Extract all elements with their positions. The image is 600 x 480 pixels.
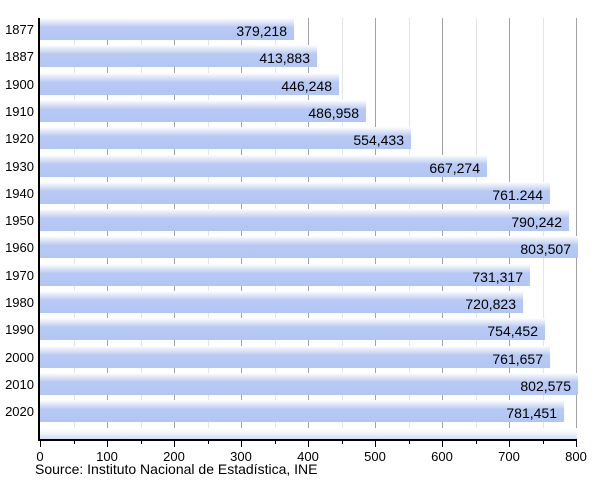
bar-value-label: 667,274 (429, 160, 480, 176)
year-label-1960: 1960 (5, 239, 34, 255)
bar-value-label: 754,452 (487, 323, 538, 339)
bar-value-label: 486,958 (308, 105, 359, 121)
major-tick (107, 441, 108, 447)
minor-tick (543, 441, 544, 444)
plot-bottom-strip (40, 428, 577, 440)
bar-1900: 446,248 (40, 73, 339, 95)
x-tick-label-500: 500 (364, 449, 386, 464)
minor-tick (208, 441, 209, 444)
major-tick (442, 441, 443, 447)
year-label-1990: 1990 (5, 321, 34, 337)
bar-value-label: 790,242 (511, 214, 562, 230)
x-tick-label-300: 300 (230, 449, 252, 464)
bar-value-label: 781,451 (506, 405, 557, 421)
bar-value-label: 803,507 (520, 241, 571, 257)
year-label-2010: 2010 (5, 376, 34, 392)
year-label-1910: 1910 (5, 103, 34, 119)
year-label-1920: 1920 (5, 130, 34, 146)
bar-1950: 790,242 (40, 209, 569, 231)
y-axis-line (38, 18, 40, 441)
bar-value-label: 554,433 (353, 132, 404, 148)
bar-value-label: 446,248 (281, 78, 332, 94)
year-label-2000: 2000 (5, 349, 34, 365)
x-axis-line (38, 439, 577, 441)
bar-1970: 731,317 (40, 264, 530, 286)
bar-2020: 781,451 (40, 400, 564, 422)
bar-2000: 761,657 (40, 346, 550, 368)
bar-1920: 554,433 (40, 127, 411, 149)
minor-tick (342, 441, 343, 444)
bar-value-label: 413,883 (259, 50, 310, 66)
major-tick (308, 441, 309, 447)
minor-tick (74, 441, 75, 444)
major-tick (375, 441, 376, 447)
bar-1980: 720,823 (40, 291, 523, 313)
bar-value-label: 761,657 (492, 351, 543, 367)
x-tick-label-800: 800 (565, 449, 587, 464)
source-caption: Source: Instituto Nacional de Estadístic… (35, 461, 318, 477)
bar-1930: 667,274 (40, 155, 487, 177)
year-label-1930: 1930 (5, 158, 34, 174)
x-tick-label-0: 0 (36, 449, 44, 464)
bar-value-label: 379,218 (236, 23, 287, 39)
bar-1960: 803,507 (40, 236, 578, 258)
year-label-2020: 2020 (5, 403, 34, 419)
year-label-1980: 1980 (5, 294, 34, 310)
bar-2010: 802,575 (40, 373, 578, 395)
bar-value-label: 761.244 (492, 187, 543, 203)
bar-value-label: 802,575 (520, 378, 571, 394)
bar-value-label: 720,823 (465, 296, 516, 312)
major-tick (40, 441, 41, 447)
major-tick (509, 441, 510, 447)
x-tick-label-400: 400 (297, 449, 319, 464)
bar-1990: 754,452 (40, 318, 545, 340)
year-label-1940: 1940 (5, 185, 34, 201)
minor-tick (476, 441, 477, 444)
year-label-1887: 1887 (5, 48, 34, 64)
x-tick-label-600: 600 (431, 449, 453, 464)
year-label-1970: 1970 (5, 267, 34, 283)
year-label-1900: 1900 (5, 76, 34, 92)
x-tick-label-200: 200 (163, 449, 185, 464)
minor-tick (141, 441, 142, 444)
year-label-1877: 1877 (5, 21, 34, 37)
x-tick-label-100: 100 (96, 449, 118, 464)
bar-1940: 761.244 (40, 182, 550, 204)
bar-1910: 486,958 (40, 100, 366, 122)
major-tick (174, 441, 175, 447)
minor-tick (275, 441, 276, 444)
bar-1887: 413,883 (40, 45, 317, 67)
x-tick-label-700: 700 (498, 449, 520, 464)
major-tick (241, 441, 242, 447)
year-label-1950: 1950 (5, 212, 34, 228)
bar-value-label: 731,317 (472, 269, 523, 285)
major-tick (576, 441, 577, 447)
bar-1877: 379,218 (40, 18, 294, 40)
minor-tick (409, 441, 410, 444)
